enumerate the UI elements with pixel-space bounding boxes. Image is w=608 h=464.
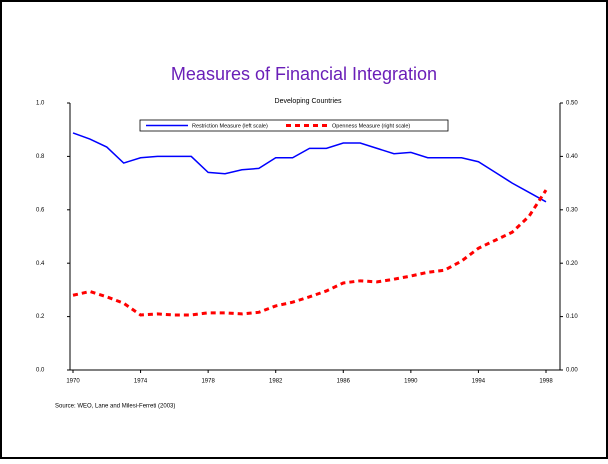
x-tick-label: 1970 — [66, 379, 80, 385]
x-tick-label: 1978 — [201, 379, 215, 385]
y2-tick-label: 0.20 — [566, 261, 578, 267]
y2-tick-label: 0.40 — [566, 154, 578, 160]
y2-tick-label: 0.30 — [566, 207, 578, 213]
y2-tick-label: 0.10 — [566, 314, 578, 320]
y2-tick-label: 0.50 — [566, 101, 578, 107]
y-tick-label: 0.6 — [36, 207, 45, 213]
series-line — [72, 189, 548, 317]
x-tick-label: 1998 — [539, 379, 553, 385]
x-tick-label: 1982 — [269, 379, 283, 385]
x-tick-label: 1994 — [472, 379, 486, 385]
source-note: Source: WEO, Lane and Milesi-Ferreti (20… — [55, 404, 175, 410]
legend-box — [139, 119, 449, 132]
chart-subtitle: Developing Countries — [275, 98, 342, 105]
x-tick-label: 1974 — [134, 379, 148, 385]
legend-label: Openness Measure (right scale) — [332, 123, 410, 129]
y-tick-label: 1.0 — [36, 101, 45, 107]
series-line — [72, 132, 547, 203]
y-tick-label: 0.2 — [36, 314, 45, 320]
legend-label: Restriction Measure (left scale) — [192, 123, 268, 129]
y-tick-label: 0.8 — [36, 154, 45, 160]
y2-tick-label: 0.00 — [566, 368, 578, 374]
x-tick-label: 1986 — [337, 379, 351, 385]
y-tick-label: 0.0 — [36, 368, 45, 374]
y-tick-label: 0.4 — [36, 261, 45, 267]
x-tick-label: 1990 — [404, 379, 418, 385]
chart-title: Measures of Financial Integration — [171, 64, 437, 84]
